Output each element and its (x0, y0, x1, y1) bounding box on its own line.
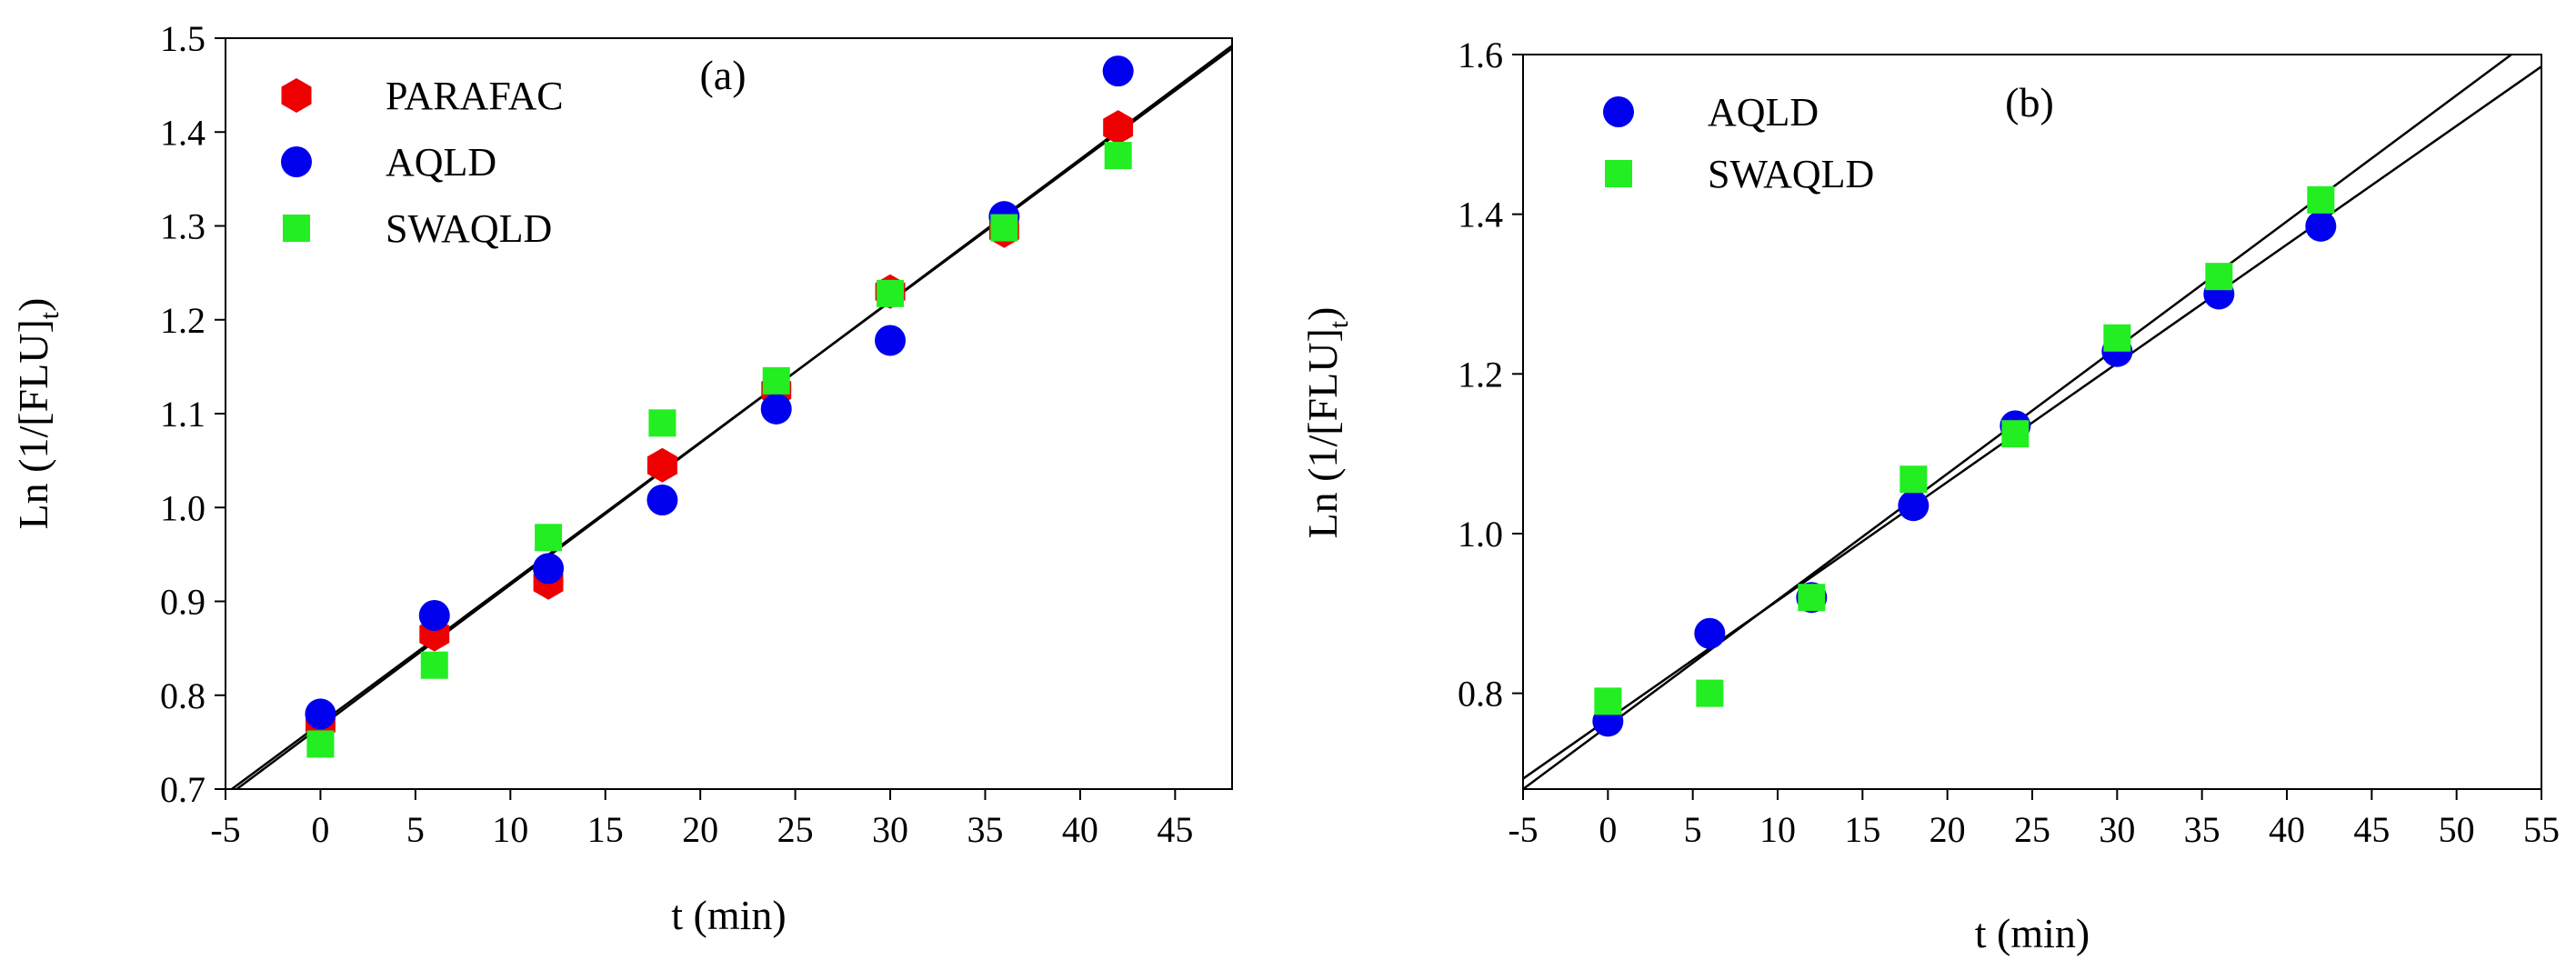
x-tick-label: 40 (1062, 809, 1098, 850)
data-point-swaqld (2103, 324, 2131, 352)
x-tick-label: 45 (1157, 809, 1193, 850)
y-tick-label: 1.0 (160, 487, 205, 528)
fit-lines (1523, 55, 2541, 789)
panel-b: -5 0 5 10 15 20 25 30 35 40 45 50 55 0.8 1.0 1.2 1.4 1.6 A… (1299, 35, 2560, 956)
y-axis-title-main: Ln (1/[FLU] (1299, 328, 1346, 538)
y-tick-label: 1.4 (1458, 195, 1503, 235)
legend-label: AQLD (1708, 90, 1819, 135)
legend-marker-parafac (281, 78, 312, 113)
data-point-swaqld (1594, 687, 1622, 715)
y-tick-label: 1.6 (1458, 35, 1503, 75)
data-point-aqld (760, 393, 792, 425)
y-axis-title-main: Ln (1/[FLU] (10, 319, 56, 529)
data-point-swaqld (1696, 679, 1724, 707)
x-tick-label: 25 (777, 809, 814, 850)
data-point-swaqld (762, 366, 790, 395)
x-tick-label: 35 (967, 809, 1003, 850)
x-axis-title: t (min) (1975, 910, 2090, 956)
plot-frame (225, 37, 1233, 790)
y-tick-label: 0.8 (160, 675, 205, 716)
data-point-swaqld (535, 524, 563, 552)
data-point-aqld (305, 698, 336, 730)
y-axis-title: Ln (1/[FLU]t) (10, 298, 65, 530)
data-point-swaqld (1798, 584, 1826, 612)
x-tick-label: 5 (406, 809, 425, 850)
data-point-aqld (1102, 55, 1134, 87)
legend-label: SWAQLD (386, 206, 552, 251)
data-point-swaqld (2205, 263, 2233, 291)
panel-label: (a) (699, 52, 746, 98)
x-tick-label: -5 (1508, 809, 1538, 850)
data-point-swaqld (1104, 142, 1132, 170)
x-tick-label: 0 (311, 809, 329, 850)
data-point-swaqld (420, 651, 448, 679)
data-point-swaqld (877, 279, 905, 307)
y-axis-title-subscript: t (1324, 320, 1354, 328)
fit-lines (229, 45, 1232, 789)
data-point-swaqld (2001, 420, 2030, 448)
data-point-swaqld (1899, 465, 1928, 494)
fit-line (1523, 55, 2514, 789)
x-tick-label: 15 (587, 809, 624, 850)
legend-label: PARAFAC (386, 74, 564, 118)
legend-marker-aqld (1603, 96, 1634, 127)
y-tick-label: 1.2 (160, 300, 205, 341)
legend-marker-swaqld (283, 215, 310, 242)
data-point-aqld (647, 484, 678, 515)
fit-line (1523, 65, 2541, 780)
y-tick-label: 1.0 (1458, 514, 1503, 555)
legend-label: AQLD (386, 140, 496, 185)
x-tick-label: 25 (2014, 809, 2050, 850)
x-tick-label: 40 (2269, 809, 2305, 850)
x-tick-label: 55 (2523, 809, 2560, 850)
y-tick-label: 0.7 (160, 769, 205, 810)
data-point-aqld (875, 325, 907, 356)
x-tick-label: 20 (1929, 809, 1966, 850)
x-tick-label: 10 (492, 809, 528, 850)
y-axis-title-close: ) (1299, 307, 1346, 321)
data-point-aqld (533, 553, 565, 585)
y-axis-title-subscript: t (35, 311, 65, 319)
y-tick-label: 1.5 (160, 18, 205, 59)
panel-label: (b) (2005, 79, 2054, 125)
y-tick-label: 1.1 (160, 394, 205, 435)
panel-a: -5 0 5 10 15 20 25 30 35 40 45 0.7 0.8 0.9 1.0 1.1 1.2 1.… (10, 18, 1233, 938)
y-tick-label: 0.8 (1458, 674, 1503, 715)
legend-marker-swaqld (1605, 160, 1632, 187)
data-point-swaqld (306, 730, 335, 758)
y-tick-label: 1.4 (160, 112, 205, 153)
legend-marker-aqld (281, 146, 312, 177)
x-tick-label: 50 (2439, 809, 2475, 850)
x-tick-label: -5 (210, 809, 240, 850)
data-point-aqld (1898, 490, 1929, 522)
x-tick-label: 0 (1599, 809, 1617, 850)
data-point-swaqld (648, 409, 677, 437)
data-point-aqld (2305, 210, 2337, 242)
y-axis-title: Ln (1/[FLU]t) (1299, 307, 1354, 539)
y-axis-title-close: ) (10, 298, 56, 312)
x-tick-label: 35 (2184, 809, 2220, 850)
y-tick-label: 1.2 (1458, 354, 1503, 395)
legend-label: SWAQLD (1708, 152, 1874, 196)
data-point-parafac (1103, 110, 1134, 145)
data-point-parafac (647, 447, 677, 483)
y-tick-label: 0.9 (160, 582, 205, 623)
x-tick-label: 30 (2099, 809, 2135, 850)
x-tick-label: 45 (2353, 809, 2390, 850)
data-point-aqld (1694, 617, 1726, 649)
data-point-swaqld (990, 214, 1018, 242)
fit-line (229, 47, 1232, 789)
x-tick-label: 5 (1684, 809, 1702, 850)
y-tick-label: 1.3 (160, 206, 205, 247)
x-tick-label: 10 (1759, 809, 1796, 850)
x-tick-label: 30 (872, 809, 908, 850)
data-point-aqld (418, 599, 450, 631)
data-point-swaqld (2307, 185, 2335, 214)
x-tick-label: 15 (1844, 809, 1880, 850)
x-axis-title: t (min) (671, 892, 786, 938)
x-tick-label: 20 (682, 809, 718, 850)
